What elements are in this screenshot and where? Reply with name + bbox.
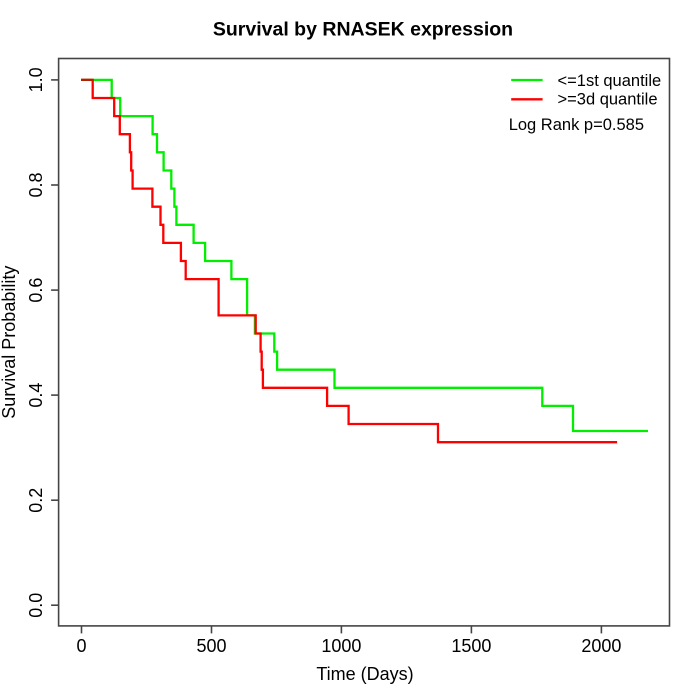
svg-text:0.4: 0.4: [26, 383, 46, 408]
svg-text:Survival Probability: Survival Probability: [0, 266, 19, 419]
svg-text:<=1st quantile: <=1st quantile: [558, 72, 662, 90]
svg-text:1500: 1500: [451, 636, 491, 656]
svg-text:Time (Days): Time (Days): [316, 664, 413, 684]
svg-text:0.0: 0.0: [26, 593, 46, 618]
svg-text:>=3d quantile: >=3d quantile: [558, 91, 658, 109]
svg-text:Log Rank p=0.585: Log Rank p=0.585: [509, 116, 644, 134]
svg-text:0.2: 0.2: [26, 488, 46, 513]
svg-text:500: 500: [196, 636, 226, 656]
svg-text:0.8: 0.8: [26, 172, 46, 197]
svg-text:1000: 1000: [321, 636, 361, 656]
svg-text:Survival by RNASEK expression: Survival by RNASEK expression: [213, 19, 513, 41]
svg-text:0.6: 0.6: [26, 278, 46, 303]
svg-text:1.0: 1.0: [26, 67, 46, 92]
svg-text:0: 0: [76, 636, 86, 656]
svg-text:2000: 2000: [581, 636, 621, 656]
